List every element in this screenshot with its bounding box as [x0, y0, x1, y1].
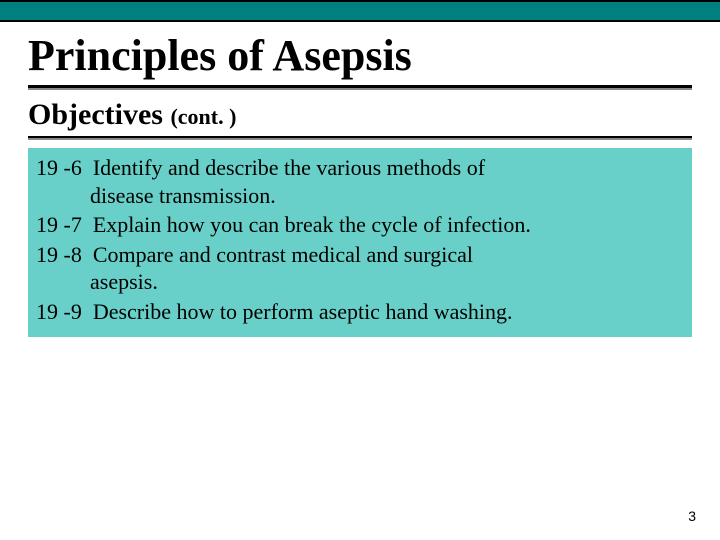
title-rule-shadow [28, 88, 692, 90]
objective-text: Explain how you can break the cycle of i… [93, 212, 531, 237]
objective-text-cont: asepsis. [36, 268, 684, 296]
objective-number: 19 -7 [36, 212, 82, 237]
objective-item: 19 -9 Describe how to perform aseptic ha… [36, 298, 684, 326]
subtitle-suffix: (cont. ) [170, 104, 236, 129]
subtitle: Objectives (cont. ) [0, 96, 720, 136]
objective-text: Describe how to perform aseptic hand was… [93, 299, 513, 324]
page-number: 3 [688, 508, 696, 524]
objective-item: 19 -6 Identify and describe the various … [36, 154, 684, 209]
objective-text-cont: disease transmission. [36, 182, 684, 210]
top-accent-band [0, 0, 720, 22]
page-title: Principles of Asepsis [0, 22, 720, 85]
objective-item: 19 -8 Compare and contrast medical and s… [36, 241, 684, 296]
subtitle-rule-shadow [28, 138, 692, 140]
objective-item: 19 -7 Explain how you can break the cycl… [36, 211, 684, 239]
objective-text: Compare and contrast medical and surgica… [93, 242, 473, 267]
objective-number: 19 -9 [36, 299, 82, 324]
objective-text: Identify and describe the various method… [93, 155, 485, 180]
objective-number: 19 -6 [36, 155, 82, 180]
objectives-box: 19 -6 Identify and describe the various … [28, 148, 692, 337]
subtitle-text: Objectives [28, 98, 163, 131]
objective-number: 19 -8 [36, 242, 82, 267]
